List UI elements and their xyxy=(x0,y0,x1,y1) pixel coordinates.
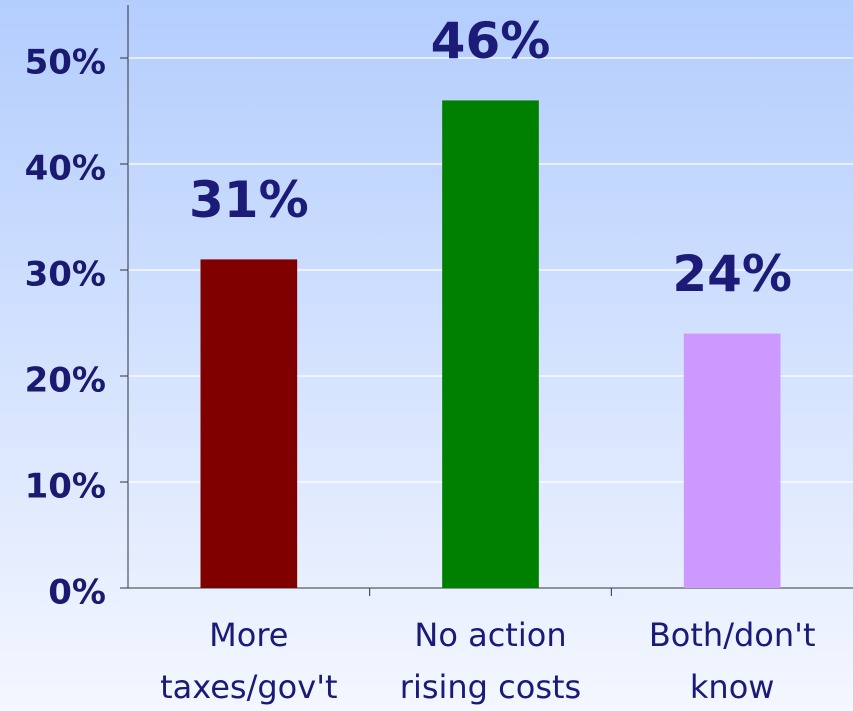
x-tick-label: More xyxy=(209,616,288,654)
bar xyxy=(442,100,539,589)
x-tick-label: No action xyxy=(414,616,566,654)
value-label: 24% xyxy=(672,245,792,303)
y-tick-label: 10% xyxy=(25,467,106,507)
value-label: 31% xyxy=(189,171,309,229)
x-tick-label: know xyxy=(690,668,775,706)
y-tick-label: 50% xyxy=(25,43,106,83)
x-tick-label: rising costs xyxy=(400,668,581,706)
y-tick-label: 30% xyxy=(25,255,106,295)
y-tick-label: 0% xyxy=(48,573,106,613)
bar xyxy=(683,333,781,588)
y-tick-label: 20% xyxy=(25,361,106,401)
x-tick-label: Both/don't xyxy=(649,616,816,654)
bar xyxy=(200,259,298,588)
x-tick-label: taxes/gov't xyxy=(160,668,337,706)
y-tick-label: 40% xyxy=(25,149,106,189)
value-label: 46% xyxy=(431,12,551,70)
